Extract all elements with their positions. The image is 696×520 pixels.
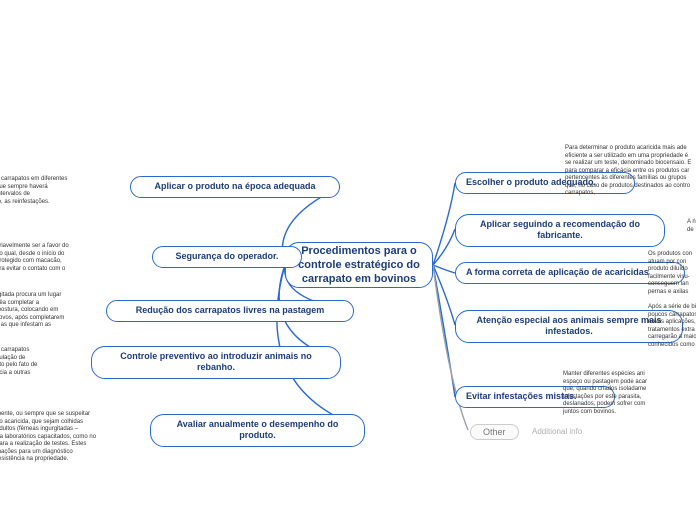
- note-r1: Para determinar o produto acaricida mais…: [565, 145, 691, 198]
- other-branch[interactable]: Other: [470, 424, 519, 440]
- note-l5: mente, ou sempre que se suspeitar ão aca…: [0, 411, 96, 464]
- note-l1: n carrapatos em diferentes que sempre ha…: [0, 176, 67, 206]
- note-r2: A ń de: [687, 219, 696, 234]
- branch-l3[interactable]: Redução dos carrapatos livres na pastage…: [106, 300, 354, 322]
- branch-l1[interactable]: Aplicar o produto na época adequada: [130, 176, 340, 198]
- note-r4: Após a série de bi poucos carrapatos nov…: [648, 304, 696, 349]
- branch-l5[interactable]: Avaliar anualmente o desempenho do produ…: [150, 414, 365, 447]
- note-r5: Manter diferentes espécies ani espaço ou…: [563, 371, 647, 416]
- note-l3: rgitada procura um lugar oêa completar a…: [0, 292, 64, 330]
- other-placeholder: Additional info: [532, 427, 582, 436]
- central-topic[interactable]: Procedimentos para o controle estratégic…: [285, 242, 433, 288]
- branch-l4[interactable]: Controle preventivo ao introduzir animai…: [91, 346, 341, 379]
- branch-r2[interactable]: Aplicar seguindo a recomendação do fabri…: [455, 214, 665, 247]
- note-r3: Os produtos con atuam por con produto di…: [648, 251, 692, 296]
- note-l4: n carrapatos pulação de nto pelo fato de…: [0, 347, 37, 377]
- note-l2: ariavelmente ser a favor do , o qual, de…: [0, 243, 69, 273]
- branch-l2[interactable]: Segurança do operador.: [152, 246, 302, 268]
